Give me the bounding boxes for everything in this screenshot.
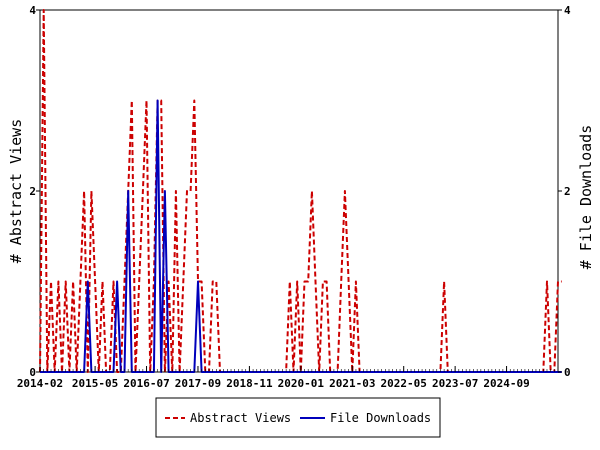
x-tick-label: 2020-01 (278, 377, 325, 390)
x-tick-label: 2017-09 (175, 377, 221, 390)
y-left-tick-label: 2 (29, 185, 36, 198)
x-tick-label: 2022-05 (381, 377, 427, 390)
y-axis-left-title: # Abstract Views (7, 119, 25, 264)
y-right-tick-label: 4 (564, 4, 571, 17)
x-tick-label: 2023-07 (432, 377, 478, 390)
y-axis-right-title: # File Downloads (577, 125, 595, 270)
legend-box (155, 397, 441, 438)
legend: Abstract Views File Downloads (155, 397, 441, 438)
y-right-tick-label: 2 (564, 185, 571, 198)
x-tick-label: 2014-02 (17, 377, 63, 390)
x-tick-label: 2015-05 (72, 377, 118, 390)
ticks-layer: 2014-02 2015-05 2016-07 2017-09 2018-11 2020-… (17, 4, 571, 390)
x-tick-label: 2024-09 (483, 377, 529, 390)
legend-label-abstract-views: Abstract Views (190, 411, 291, 425)
legend-label-file-downloads: File Downloads (330, 411, 431, 425)
y-left-tick-label: 0 (29, 366, 36, 379)
x-tick-label: 2021-03 (329, 377, 375, 390)
y-right-tick-label: 0 (564, 366, 571, 379)
x-tick-label: 2018-11 (226, 377, 273, 390)
y-left-tick-label: 4 (29, 4, 36, 17)
x-tick-label: 2016-07 (123, 377, 169, 390)
